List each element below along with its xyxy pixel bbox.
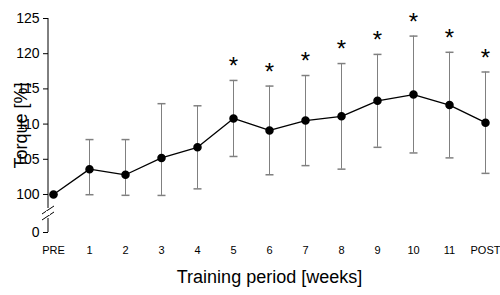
svg-text:*: *	[445, 24, 454, 51]
svg-text:3: 3	[158, 244, 164, 256]
svg-text:10: 10	[407, 244, 419, 256]
svg-text:11: 11	[444, 244, 455, 256]
svg-text:*: *	[337, 35, 346, 62]
svg-text:8: 8	[338, 244, 344, 256]
svg-text:*: *	[373, 26, 382, 53]
svg-text:*: *	[481, 44, 490, 71]
svg-text:*: *	[409, 8, 418, 35]
svg-text:125: 125	[16, 10, 40, 26]
svg-text:4: 4	[194, 244, 200, 256]
svg-text:Torque [%]: Torque [%]	[11, 82, 31, 168]
svg-text:9: 9	[374, 244, 380, 256]
svg-text:PRE: PRE	[42, 244, 65, 256]
svg-text:7: 7	[302, 244, 308, 256]
svg-text:6: 6	[266, 244, 272, 256]
svg-text:*: *	[301, 47, 310, 74]
svg-text:*: *	[265, 58, 274, 85]
svg-text:100: 100	[16, 186, 40, 202]
svg-text:Training period [weeks]: Training period [weeks]	[177, 267, 362, 287]
svg-text:*: *	[229, 52, 238, 79]
svg-text:2: 2	[122, 244, 128, 256]
svg-text:120: 120	[16, 45, 40, 61]
svg-text:POST: POST	[471, 244, 500, 256]
svg-text:1: 1	[86, 244, 92, 256]
svg-text:0: 0	[32, 224, 40, 240]
svg-text:5: 5	[230, 244, 236, 256]
